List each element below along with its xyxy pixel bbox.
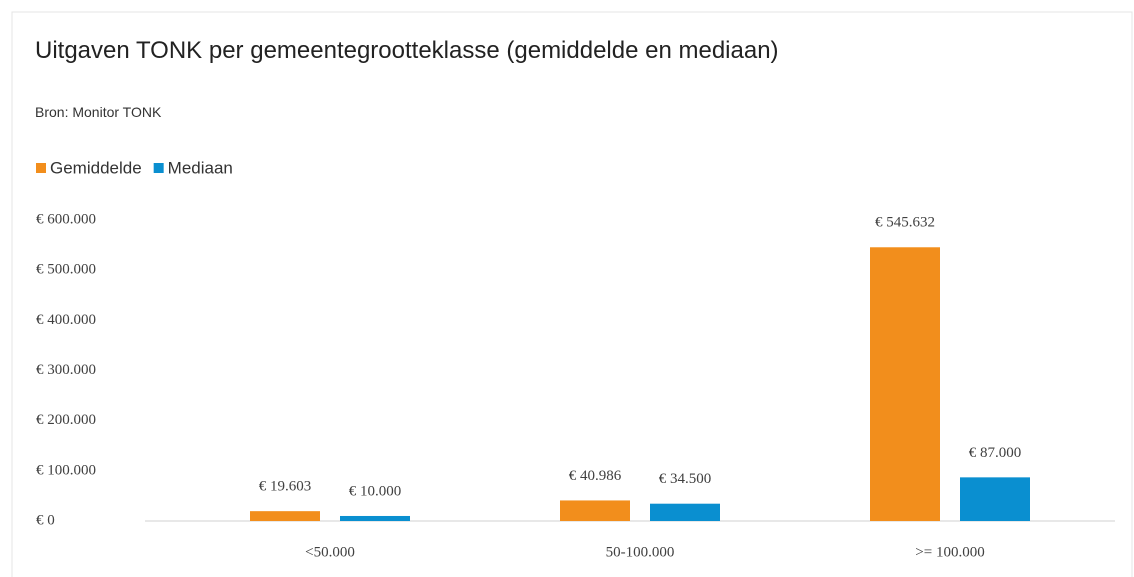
y-tick-label: € 0 [36, 512, 55, 528]
x-tick-label: >= 100.000 [915, 544, 984, 560]
data-label: € 10.000 [349, 483, 402, 499]
bar [340, 515, 410, 521]
y-tick-label: € 200.000 [36, 412, 96, 428]
legend-label: Gemiddelde [50, 158, 142, 177]
data-label: € 87.000 [969, 445, 1022, 461]
bar [650, 503, 720, 521]
bar [870, 247, 940, 522]
y-tick-label: € 400.000 [36, 312, 96, 328]
y-tick-label: € 600.000 [36, 211, 96, 227]
data-label: € 19.603 [259, 479, 312, 495]
y-tick-label: € 100.000 [36, 462, 96, 478]
bar [560, 500, 630, 521]
legend-swatch [153, 163, 164, 173]
data-label: € 545.632 [875, 215, 935, 231]
legend-swatch [36, 163, 46, 173]
data-label: € 40.986 [569, 468, 622, 484]
bar [250, 511, 320, 521]
data-label: € 34.500 [659, 471, 712, 487]
legend-label: Mediaan [168, 158, 233, 177]
y-tick-label: € 500.000 [36, 262, 96, 278]
chart-title: Uitgaven TONK per gemeentegrootteklasse … [35, 37, 779, 64]
x-tick-label: 50-100.000 [606, 544, 675, 560]
bar [960, 477, 1030, 521]
chart-border [11, 11, 1133, 577]
y-tick-label: € 300.000 [36, 362, 96, 378]
chart-subtitle: Bron: Monitor TONK [35, 104, 162, 120]
x-tick-label: <50.000 [305, 544, 355, 560]
